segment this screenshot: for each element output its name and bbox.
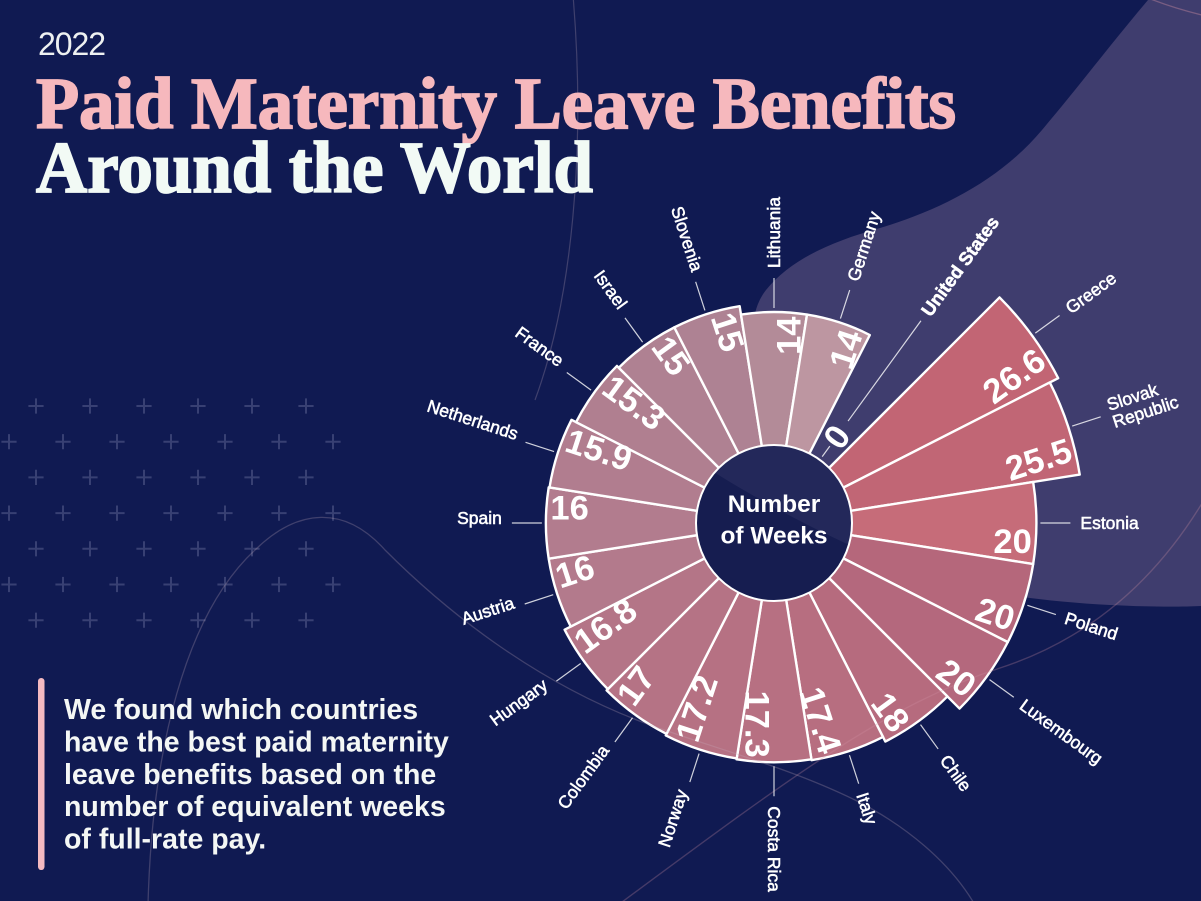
svg-text:leave benefits based on the: leave benefits based on the — [64, 759, 436, 791]
svg-text:16: 16 — [550, 489, 588, 527]
svg-text:Around the World: Around the World — [36, 127, 593, 208]
svg-text:Estonia: Estonia — [1080, 513, 1139, 533]
svg-text:We found which countries: We found which countries — [64, 694, 418, 726]
svg-text:have the best paid maternity: have the best paid maternity — [64, 726, 449, 758]
svg-text:Paid Maternity Leave Benefits: Paid Maternity Leave Benefits — [36, 63, 956, 144]
svg-text:20: 20 — [993, 523, 1031, 561]
svg-text:Costa Rica: Costa Rica — [764, 806, 784, 892]
svg-text:of Weeks: of Weeks — [720, 523, 827, 550]
svg-text:number of equivalent weeks: number of equivalent weeks — [64, 791, 446, 823]
svg-text:2022: 2022 — [38, 26, 106, 62]
svg-text:Spain: Spain — [457, 508, 502, 528]
svg-text:of full-rate pay.: of full-rate pay. — [64, 824, 266, 856]
svg-text:14: 14 — [770, 317, 808, 355]
svg-text:Number: Number — [728, 491, 821, 518]
svg-text:Lithuania: Lithuania — [764, 197, 784, 268]
svg-text:17.3: 17.3 — [738, 691, 776, 758]
